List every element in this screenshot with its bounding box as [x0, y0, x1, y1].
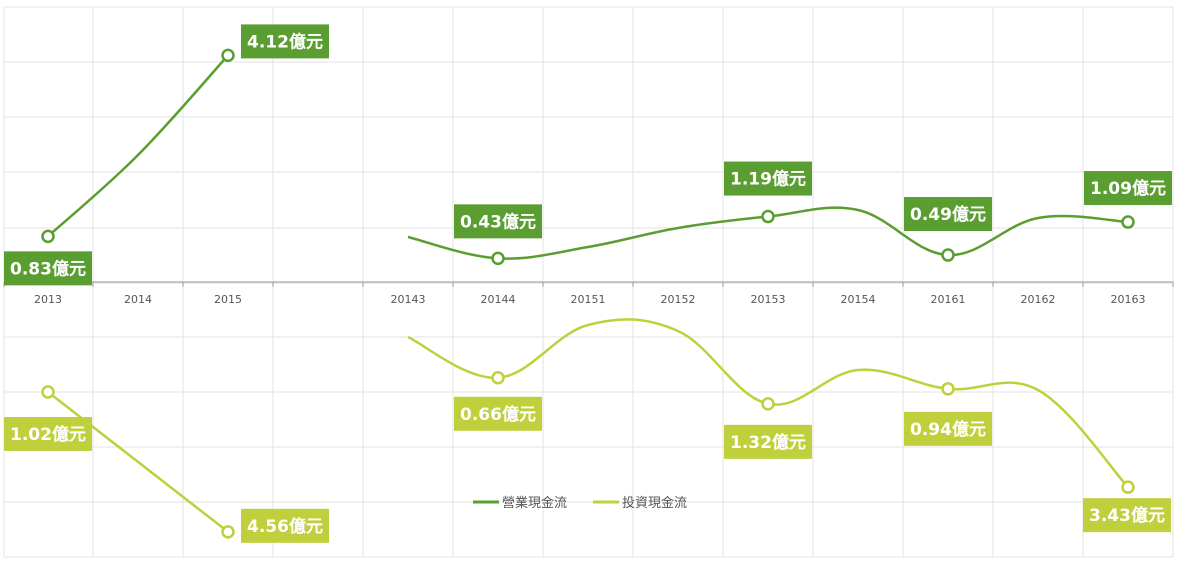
data-label: 1.09億元 — [1090, 178, 1166, 199]
data-label-box — [4, 251, 92, 286]
data-label-box — [1083, 498, 1171, 533]
data-label: 1.32億元 — [730, 432, 806, 453]
operating-point — [1121, 215, 1135, 229]
x-tick-label: 20154 — [841, 293, 876, 306]
data-label: 0.49億元 — [910, 204, 986, 225]
operating-point — [941, 248, 955, 262]
data-label: 0.43億元 — [460, 211, 536, 232]
operating-point — [41, 229, 55, 244]
data-label-box — [1084, 171, 1172, 206]
data-label: 3.43億元 — [1089, 505, 1165, 526]
investing-cash-flow-line — [47, 391, 229, 533]
x-tick-label: 20151 — [571, 293, 606, 306]
data-label-box — [4, 416, 92, 451]
operating-point — [761, 209, 775, 224]
x-tick-label: 20162 — [1021, 293, 1056, 306]
x-tick-label: 20161 — [931, 293, 966, 306]
data-points — [41, 48, 1135, 539]
data-label: 4.12億元 — [247, 31, 323, 52]
investing-point — [221, 525, 235, 539]
legend[interactable]: 營業現金流 投資現金流 — [473, 495, 687, 511]
investing-point — [41, 385, 55, 399]
x-tick-label: 20152 — [661, 293, 696, 306]
data-label-box — [904, 197, 992, 232]
x-axis-ticks: 2013 2014 2015 20143 20144 20151 20152 20153 201… — [34, 293, 1146, 306]
grid — [3, 6, 1174, 558]
data-label: 4.56億元 — [247, 516, 323, 537]
operating-cash-flow-line — [47, 54, 229, 238]
operating-point — [491, 251, 505, 266]
data-label-box — [904, 411, 992, 446]
x-tick-label: 20163 — [1111, 293, 1146, 306]
x-tick-label: 2013 — [34, 293, 62, 306]
data-label: 1.19億元 — [730, 169, 806, 190]
x-tick-label: 20153 — [751, 293, 786, 306]
x-tick-label: 20143 — [391, 293, 426, 306]
x-tick-label: 2014 — [124, 293, 152, 306]
data-label: 0.66億元 — [460, 404, 536, 425]
data-labels: 0.83億元 4.12億元 0.43億元 1.19億元 0.49億元 1.09億元 1.02… — [4, 24, 1172, 543]
operating-point — [221, 48, 235, 63]
x-tick-label: 20144 — [481, 293, 516, 306]
data-label: 1.02億元 — [10, 424, 86, 445]
legend-label: 營業現金流 — [502, 495, 567, 511]
data-label: 0.83億元 — [10, 258, 86, 279]
investing-point — [941, 382, 955, 396]
legend-item-operating[interactable]: 營業現金流 — [473, 495, 567, 511]
investing-point — [761, 397, 775, 411]
data-label-box — [241, 508, 329, 543]
investing-point — [1121, 480, 1135, 494]
x-tick-label: 2015 — [214, 293, 242, 306]
legend-item-investing[interactable]: 投資現金流 — [593, 495, 687, 511]
investing-point — [491, 371, 505, 385]
data-label-box — [724, 161, 812, 196]
legend-label: 投資現金流 — [622, 495, 687, 511]
data-label-box — [724, 424, 812, 459]
data-label-box — [241, 24, 329, 59]
data-label-box — [454, 396, 542, 431]
data-label: 0.94億元 — [910, 419, 986, 440]
data-label-box — [454, 204, 542, 239]
